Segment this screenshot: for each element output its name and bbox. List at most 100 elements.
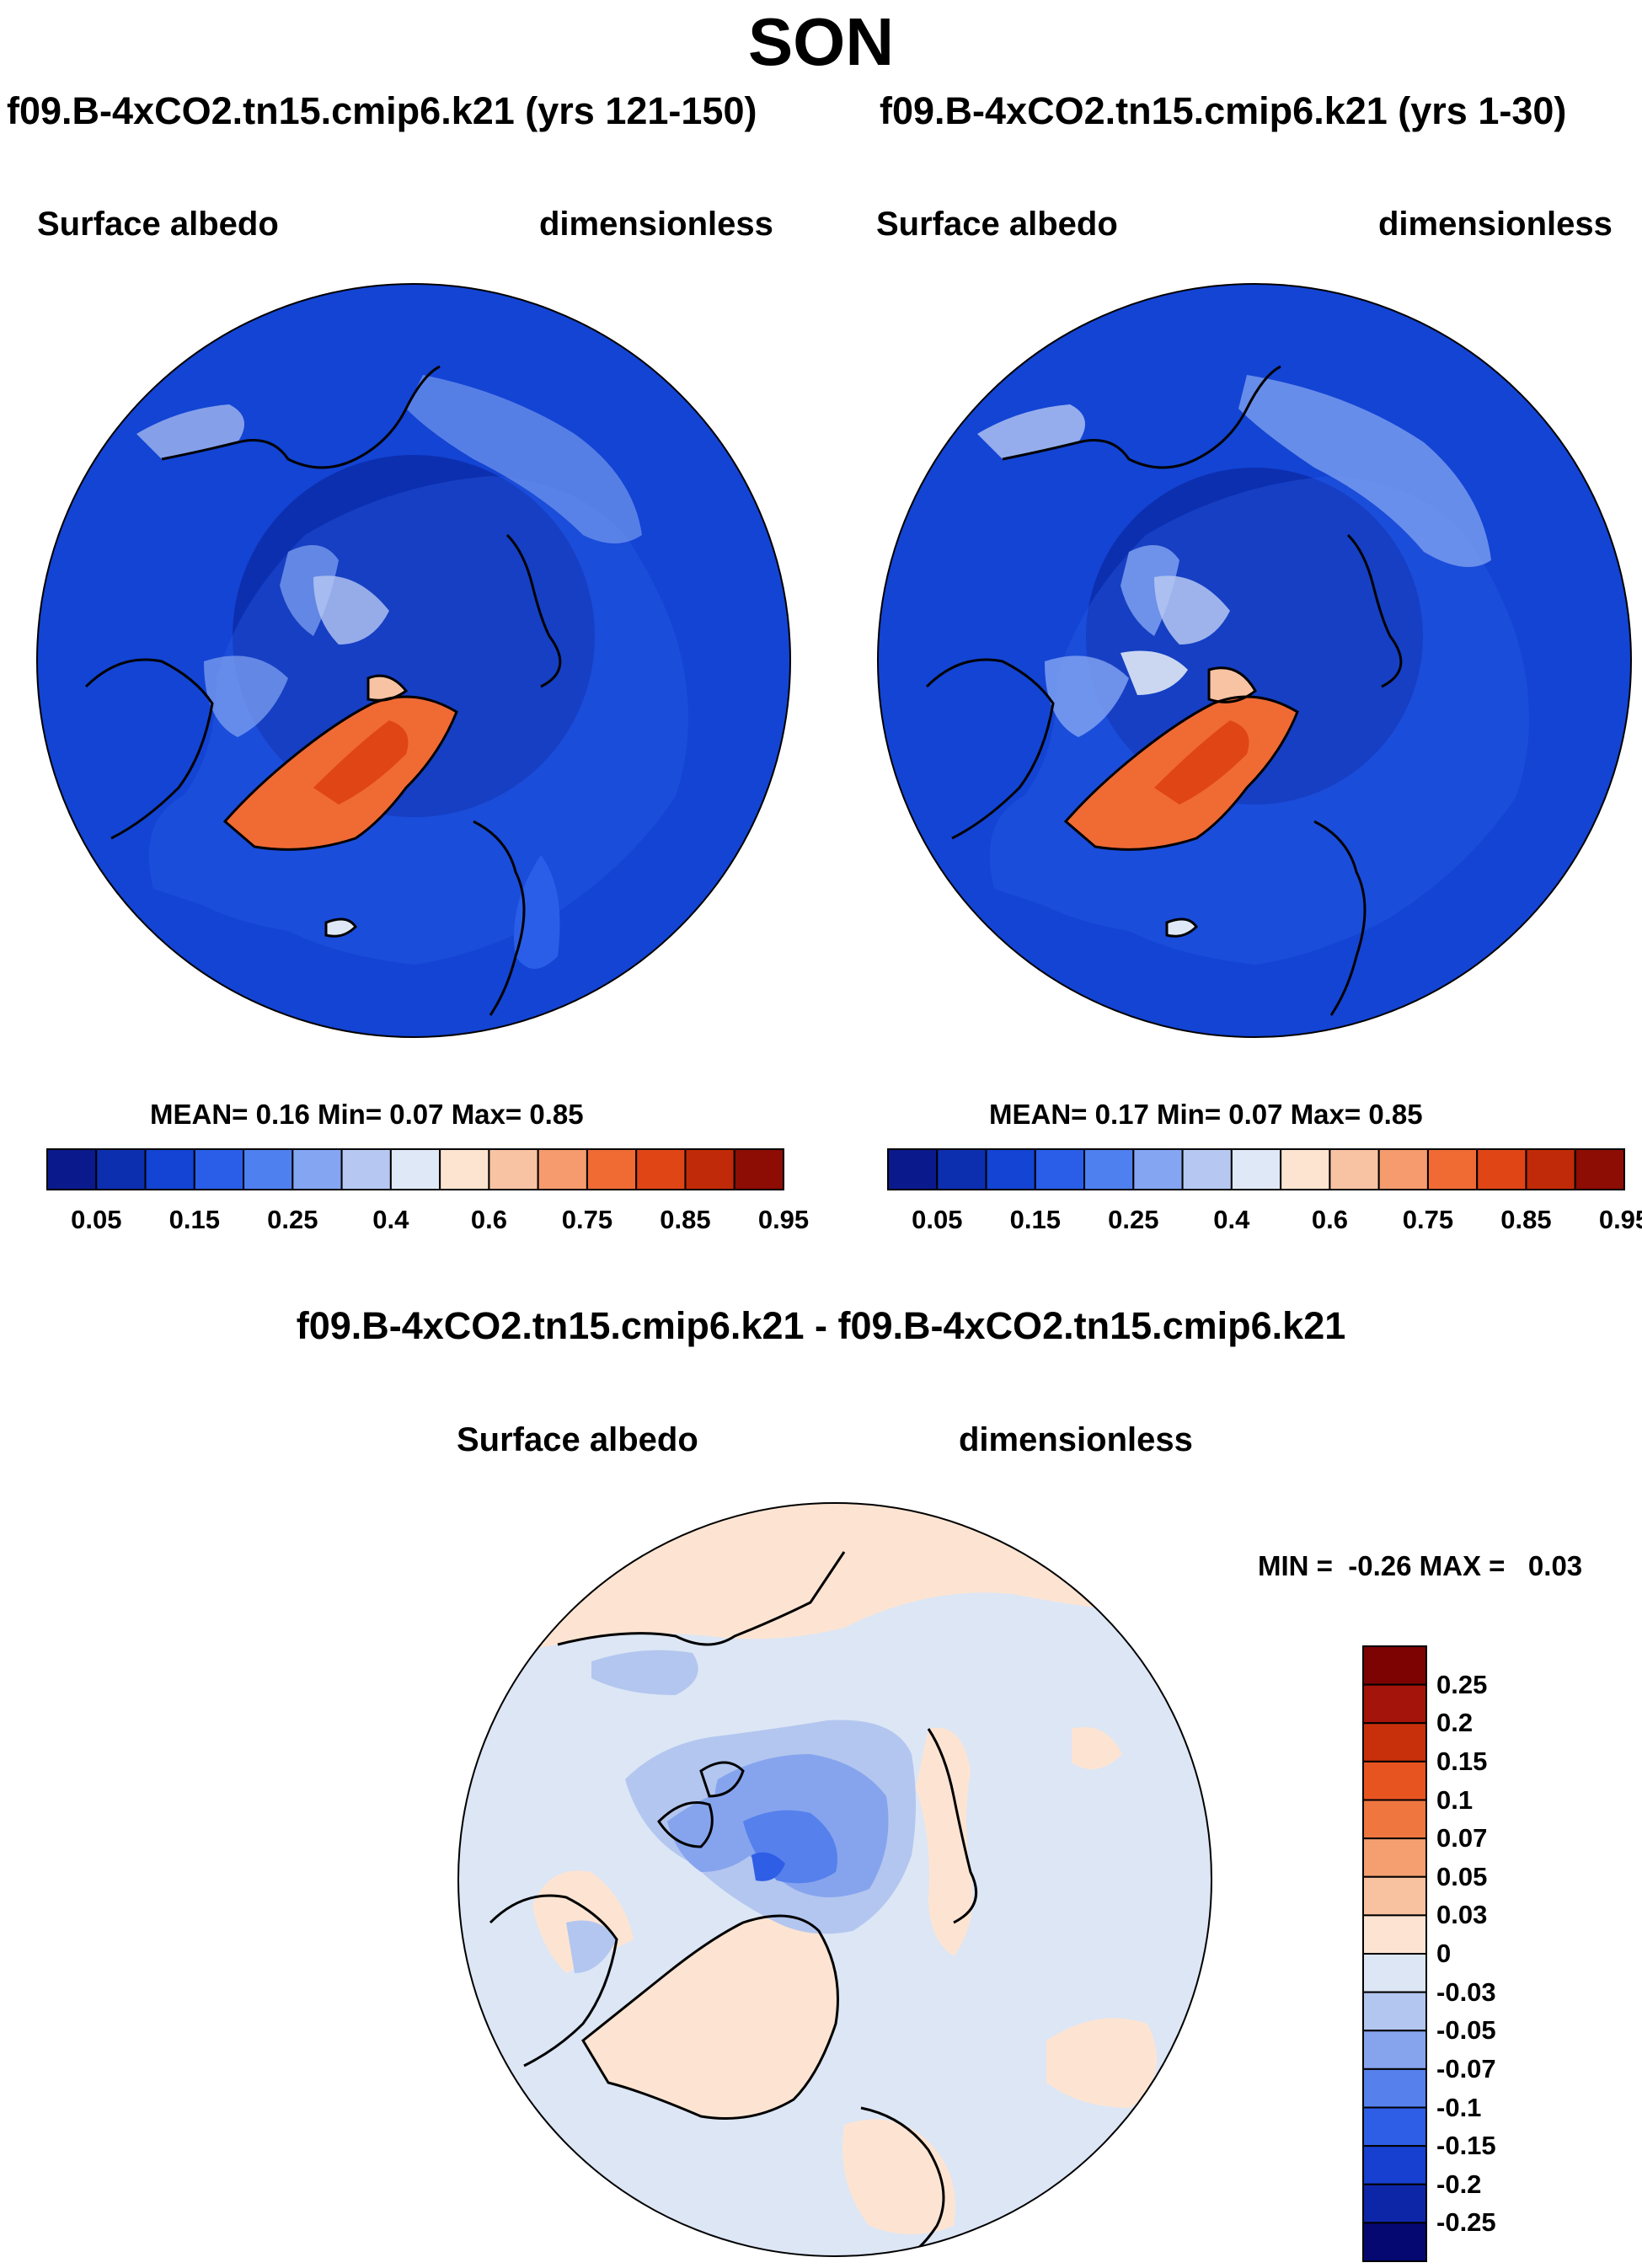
panel-b-colorbar-swatch <box>1329 1149 1378 1190</box>
panel-a-colorbar-tick-label: 0.05 <box>71 1205 121 1235</box>
panel-a-colorbar <box>47 1149 784 1190</box>
panel-b-colorbar-tick-label: 0.15 <box>1010 1205 1061 1235</box>
diff-polar-map <box>457 1501 1213 2258</box>
diff-colorbar-tick-label: -0.05 <box>1436 2015 1496 2046</box>
diff-colorbar-tick-label: 0.07 <box>1436 1823 1487 1853</box>
diff-colorbar-swatch <box>1363 2185 1426 2223</box>
panel-b-polar-map <box>876 282 1633 1039</box>
panel-b-colorbar-swatch <box>1133 1149 1182 1190</box>
diff-variable: Surface albedo <box>457 1421 698 1459</box>
diff-colorbar-tick-label: 0.1 <box>1436 1785 1473 1816</box>
diff-colorbar-swatch <box>1363 1685 1426 1724</box>
panel-b-title: f09.B-4xCO2.tn15.cmip6.k21 (yrs 1-30) <box>880 89 1566 133</box>
panel-b-colorbar-tick-label: 0.05 <box>912 1205 962 1235</box>
panel-b-colorbar-swatch <box>1575 1149 1624 1190</box>
diff-colorbar-tick-label: -0.25 <box>1436 2207 1496 2238</box>
diff-colorbar-swatch <box>1363 1762 1426 1800</box>
panel-a-colorbar-swatch <box>587 1149 636 1190</box>
panel-a-colorbar-tick-label: 0.85 <box>660 1205 710 1235</box>
panel-a-polar-map <box>35 282 792 1039</box>
panel-a-max-value: 0.85 <box>529 1099 583 1130</box>
diff-colorbar-tick-label: -0.03 <box>1436 1977 1496 2008</box>
diff-colorbar-tick-label: -0.07 <box>1436 2054 1496 2084</box>
panel-a-mean-value: 0.16 <box>256 1099 310 1130</box>
panel-b-colorbar-swatch <box>937 1149 986 1190</box>
panel-b-colorbar-swatch <box>888 1149 937 1190</box>
diff-units: dimensionless <box>959 1421 1193 1459</box>
panel-a-colorbar-swatch <box>47 1149 96 1190</box>
panel-b-colorbar-tick-label: 0.85 <box>1500 1205 1551 1235</box>
panel-b-colorbar-swatch <box>1379 1149 1428 1190</box>
diff-colorbar-swatch <box>1363 1646 1426 1685</box>
diff-colorbar-swatch <box>1363 2069 1426 2108</box>
diff-colorbar-tick-label: 0 <box>1436 1939 1451 1969</box>
panel-b-mean-value: 0.17 <box>1095 1099 1149 1130</box>
panel-a-colorbar-swatch <box>685 1149 734 1190</box>
diff-colorbar-swatch <box>1363 1877 1426 1916</box>
diff-colorbar-tick-label: 0.2 <box>1436 1708 1473 1738</box>
panel-b-colorbar-swatch <box>1084 1149 1133 1190</box>
diff-colorbar-tick-label: 0.03 <box>1436 1900 1487 1930</box>
diff-colorbar-tick-label: -0.15 <box>1436 2131 1496 2161</box>
diff-colorbar-tick-label: 0.15 <box>1436 1746 1487 1777</box>
panel-b-min-value: 0.07 <box>1228 1099 1282 1130</box>
diff-colorbar-tick-label: -0.2 <box>1436 2169 1481 2200</box>
panel-b-colorbar-swatch <box>1281 1149 1329 1190</box>
panel-b-stats: MEAN= 0.17 Min= 0.07 Max= 0.85 <box>989 1099 1423 1131</box>
panel-a-title: f09.B-4xCO2.tn15.cmip6.k21 (yrs 121-150) <box>7 89 757 133</box>
panel-a-colorbar-tick-label: 0.4 <box>372 1205 409 1235</box>
diff-colorbar-tick-label: 0.25 <box>1436 1670 1487 1700</box>
diff-colorbar-swatch <box>1363 2223 1426 2261</box>
diff-colorbar-swatch <box>1363 2108 1426 2147</box>
diff-stats: MIN = -0.26 MAX = 0.03 <box>1258 1550 1582 1582</box>
diff-colorbar-swatch <box>1363 1954 1426 1993</box>
panel-a-colorbar-swatch <box>292 1149 341 1190</box>
panel-a-colorbar-tick-label: 0.6 <box>471 1205 507 1235</box>
panel-b-variable: Surface albedo <box>876 206 1118 243</box>
panel-b-colorbar-tick-label: 0.6 <box>1312 1205 1348 1235</box>
diff-colorbar-swatch <box>1363 2146 1426 2185</box>
diff-title: f09.B-4xCO2.tn15.cmip6.k21 - f09.B-4xCO2… <box>0 1304 1642 1348</box>
panel-b-colorbar-swatch <box>1428 1149 1477 1190</box>
panel-b-colorbar-swatch <box>1232 1149 1281 1190</box>
panel-b-colorbar-swatch <box>1477 1149 1526 1190</box>
diff-colorbar-tick-label: 0.05 <box>1436 1862 1487 1892</box>
panel-a-colorbar-tick-label: 0.75 <box>562 1205 612 1235</box>
panel-b-colorbar-tick-label: 0.4 <box>1213 1205 1249 1235</box>
panel-b-colorbar <box>888 1149 1624 1190</box>
panel-b-colorbar-tick-label: 0.75 <box>1403 1205 1453 1235</box>
panel-a-min-value: 0.07 <box>389 1099 443 1130</box>
panel-a-colorbar-swatch <box>440 1149 489 1190</box>
panel-b-colorbar-swatch <box>1526 1149 1575 1190</box>
panel-b-colorbar-tick-label: 0.25 <box>1108 1205 1158 1235</box>
panel-a-colorbar-swatch <box>146 1149 195 1190</box>
panel-a-colorbar-tick-label: 0.25 <box>267 1205 318 1235</box>
panel-a-colorbar-swatch <box>538 1149 587 1190</box>
panel-b-mean-label: MEAN= <box>989 1099 1087 1130</box>
panel-b-colorbar-swatch <box>1035 1149 1084 1190</box>
panel-b-colorbar-tick-label: 0.95 <box>1599 1205 1642 1235</box>
diff-colorbar-swatch <box>1363 1800 1426 1839</box>
diff-colorbar-swatch <box>1363 2030 1426 2069</box>
panel-a-stats: MEAN= 0.16 Min= 0.07 Max= 0.85 <box>150 1099 584 1131</box>
panel-b-colorbar-swatch <box>1183 1149 1232 1190</box>
panel-a-colorbar-swatch <box>636 1149 685 1190</box>
panel-a-colorbar-swatch <box>735 1149 784 1190</box>
panel-a-min-label: Min= <box>318 1099 382 1130</box>
diff-colorbar-tick-label: -0.1 <box>1436 2093 1481 2123</box>
panel-b-units: dimensionless <box>1378 206 1613 243</box>
panel-a-units: dimensionless <box>539 206 773 243</box>
panel-b-max-value: 0.85 <box>1368 1099 1422 1130</box>
diff-colorbar <box>1363 1646 1426 2261</box>
diff-colorbar-swatch <box>1363 1723 1426 1762</box>
panel-a-colorbar-swatch <box>243 1149 292 1190</box>
diff-colorbar-swatch <box>1363 1915 1426 1954</box>
diff-colorbar-swatch <box>1363 1993 1426 2031</box>
panel-b-min-label: Min= <box>1157 1099 1221 1130</box>
panel-a-colorbar-swatch <box>489 1149 538 1190</box>
panel-a-colorbar-swatch <box>342 1149 391 1190</box>
panel-a-variable: Surface albedo <box>37 206 279 243</box>
figure-title: SON <box>0 3 1642 81</box>
panel-a-colorbar-tick-label: 0.15 <box>169 1205 220 1235</box>
panel-a-mean-label: MEAN= <box>150 1099 248 1130</box>
